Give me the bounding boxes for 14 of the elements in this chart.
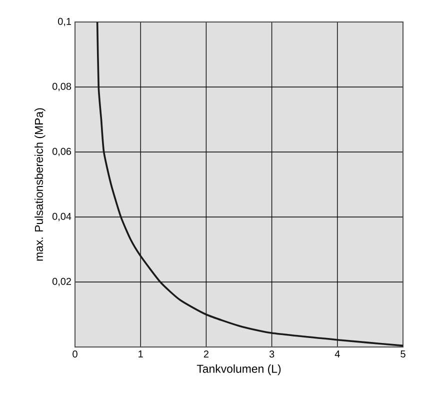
line-series: [96, 22, 403, 347]
x-tick-label: 2: [204, 350, 208, 358]
x-tick-label: 5: [400, 350, 406, 358]
x-tick-label: 4: [334, 350, 340, 358]
x-tick-label: 3: [269, 350, 274, 358]
y-tick-label: 0,06: [52, 148, 72, 156]
y-tick-label: 0,08: [52, 82, 72, 92]
y-tick-label: 0,04: [52, 212, 72, 222]
y-tick-label: 0,1: [58, 18, 72, 26]
y-axis-title: max. Pulsationsbereich (MPa): [34, 108, 46, 261]
x-tick-label: 0: [72, 350, 78, 358]
y-tick-label: 0,02: [52, 278, 71, 286]
x-axis-title: Tankvolumen (L): [196, 364, 281, 376]
x-tick-label: 1: [138, 350, 143, 358]
